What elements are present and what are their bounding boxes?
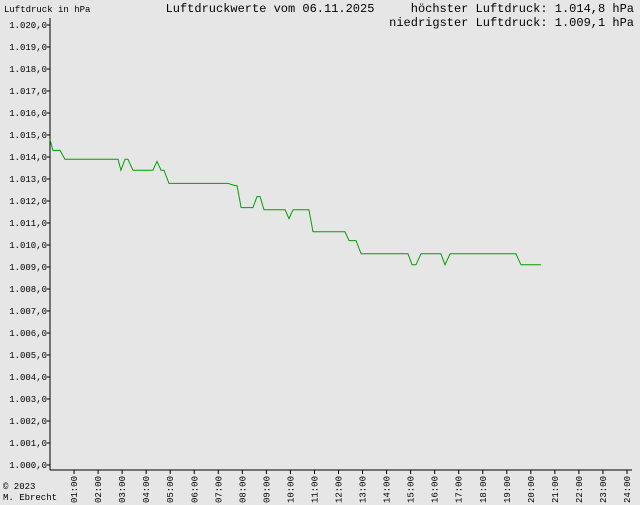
y-tick-label: 1.016,0 [9,109,47,119]
chart-title: Luftdruckwerte vom 06.11.2025 [166,2,375,16]
x-tick-label: 03:00 [118,476,128,503]
x-tick-label: 17:00 [455,476,465,503]
y-tick-label: 1.018,0 [9,65,47,75]
data-line [49,139,541,267]
x-tick-label: 21:00 [551,476,561,503]
y-tick-label: 1.005,0 [9,351,47,361]
x-tick-label: 10:00 [286,476,296,503]
y-tick-label: 1.007,0 [9,307,47,317]
y-tick-label: 1.019,0 [9,43,47,53]
y-tick-label: 1.013,0 [9,175,47,185]
y-axis-title: Luftdruck in hPa [4,5,91,15]
y-tick-label: 1.017,0 [9,87,47,97]
y-tick-label: 1.012,0 [9,197,47,207]
y-tick-label: 1.004,0 [9,373,47,383]
author: M. Ebrecht [3,493,57,503]
x-tick-label: 14:00 [383,476,393,503]
min-text: niedrigster Luftdruck: 1.009,1 hPa [389,16,634,30]
x-tick-label: 20:00 [527,476,537,503]
copyright: © 2023 [3,482,35,492]
y-tick-label: 1.003,0 [9,395,47,405]
y-tick-label: 1.014,0 [9,153,47,163]
max-text: höchster Luftdruck: 1.014,8 hPa [411,2,634,16]
y-tick-label: 1.009,0 [9,263,47,273]
x-tick-label: 23:00 [599,476,609,503]
x-tick-label: 04:00 [142,476,152,503]
y-tick-label: 1.008,0 [9,285,47,295]
x-tick-label: 18:00 [479,476,489,503]
y-tick-label: 1.020,0 [9,21,47,31]
y-tick-label: 1.006,0 [9,329,47,339]
x-tick-label: 11:00 [310,476,320,503]
x-tick-label: 09:00 [262,476,272,503]
y-tick-label: 1.011,0 [9,219,47,229]
x-tick-label: 19:00 [503,476,513,503]
x-tick-label: 24:00 [623,476,633,503]
x-tick-label: 13:00 [359,476,369,503]
x-tick-label: 15:00 [407,476,417,503]
x-tick-label: 07:00 [214,476,224,503]
y-tick-label: 1.002,0 [9,417,47,427]
x-tick-label: 06:00 [190,476,200,503]
x-tick-label: 02:00 [94,476,104,503]
y-tick-label: 1.000,0 [9,461,47,471]
y-tick-label: 1.001,0 [9,439,47,449]
x-tick-label: 01:00 [70,476,80,503]
x-tick-label: 12:00 [335,476,345,503]
y-tick-label: 1.015,0 [9,131,47,141]
y-tick-label: 1.010,0 [9,241,47,251]
x-tick-label: 05:00 [166,476,176,503]
x-tick-label: 08:00 [238,476,248,503]
x-tick-label: 22:00 [575,476,585,503]
x-tick-label: 16:00 [431,476,441,503]
